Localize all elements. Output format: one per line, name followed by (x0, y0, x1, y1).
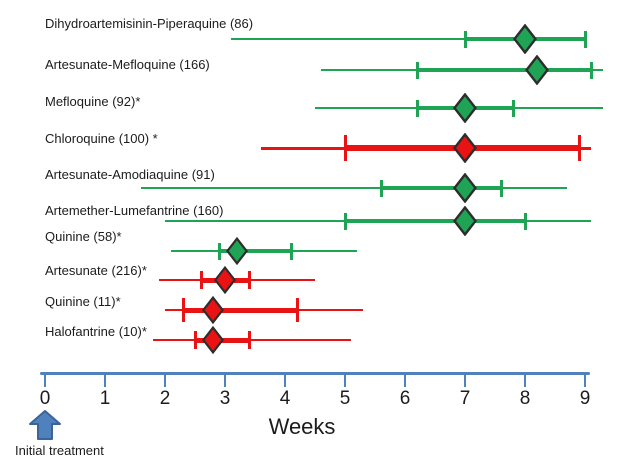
axis-tick-label: 4 (279, 388, 291, 409)
axis-tick (403, 374, 407, 387)
axis-tick (583, 374, 587, 387)
quartile-tick (577, 135, 581, 161)
axis-tick (163, 374, 167, 387)
iqr-line (381, 186, 501, 190)
iqr-line (219, 249, 291, 253)
treatment-label: Artemether-Lumefantrine (160) (45, 203, 224, 218)
median-diamond (513, 24, 537, 54)
quartile-tick (343, 135, 347, 161)
iqr-line (183, 307, 297, 313)
quartile-tick (415, 61, 419, 79)
quartile-tick (247, 331, 251, 349)
treatment-label: Halofantrine (10)* (45, 324, 147, 339)
quartile-tick (289, 242, 293, 260)
median-diamond (214, 266, 236, 294)
axis-tick-label: 6 (399, 388, 411, 409)
quartile-tick (247, 271, 251, 289)
treatment-label: Chloroquine (100) * (45, 131, 158, 146)
median-diamond (525, 55, 549, 85)
axis-line (40, 372, 590, 375)
axis-tick (223, 374, 227, 387)
treatment-label: Quinine (11)* (45, 294, 121, 309)
treatment-label: Artesunate-Amodiaquine (91) (45, 167, 215, 182)
axis-tick-label: 5 (339, 388, 351, 409)
quartile-tick (343, 212, 347, 230)
initial-treatment-label: Initial treatment (15, 443, 104, 458)
range-line (153, 338, 351, 342)
treatment-label: Quinine (58)* (45, 229, 122, 244)
quartile-tick (199, 271, 203, 289)
treatment-label: Mefloquine (92)* (45, 94, 141, 109)
median-diamond (226, 237, 248, 265)
arrow-shape (29, 410, 61, 440)
axis-tick-label: 1 (99, 388, 111, 409)
treatment-label: Artesunate (216)* (45, 263, 147, 278)
iqr-line (417, 68, 591, 72)
median-diamond (202, 326, 224, 354)
quartile-tick (589, 61, 593, 79)
axis-tick-label: 8 (519, 388, 531, 409)
axis-tick (343, 374, 347, 387)
axis-tick (103, 374, 107, 387)
quartile-tick (181, 298, 185, 322)
median-diamond (202, 296, 224, 324)
axis-tick-label: 7 (459, 388, 471, 409)
initial-treatment-arrow (29, 410, 61, 440)
axis-tick-label: 0 (39, 388, 51, 409)
quartile-tick (217, 242, 221, 260)
median-diamond (453, 93, 477, 123)
median-diamond (453, 133, 477, 163)
quartile-tick (583, 30, 587, 48)
quartile-tick (511, 99, 515, 117)
quartile-tick (295, 298, 299, 322)
axis-tick (523, 374, 527, 387)
iqr-line (345, 219, 525, 223)
quartile-tick (523, 212, 527, 230)
treatment-label: Dihydroartemisinin-Piperaquine (86) (45, 16, 254, 31)
range-line (231, 38, 585, 40)
x-axis-title: Weeks (268, 414, 336, 439)
axis-tick-label: 3 (219, 388, 231, 409)
treatment-label: Artesunate-Mefloquine (166) (45, 57, 210, 72)
axis-tick (43, 374, 47, 387)
median-diamond (453, 206, 477, 236)
range-line (141, 187, 567, 189)
axis-tick-label: 9 (579, 388, 591, 409)
axis-tick-label: 2 (159, 388, 171, 409)
quartile-tick (379, 179, 383, 197)
median-diamond (453, 173, 477, 203)
quartile-tick (499, 179, 503, 197)
quartile-tick (415, 99, 419, 117)
quartile-tick (463, 30, 467, 48)
quartile-tick (193, 331, 197, 349)
axis-tick (283, 374, 287, 387)
axis-tick (463, 374, 467, 387)
